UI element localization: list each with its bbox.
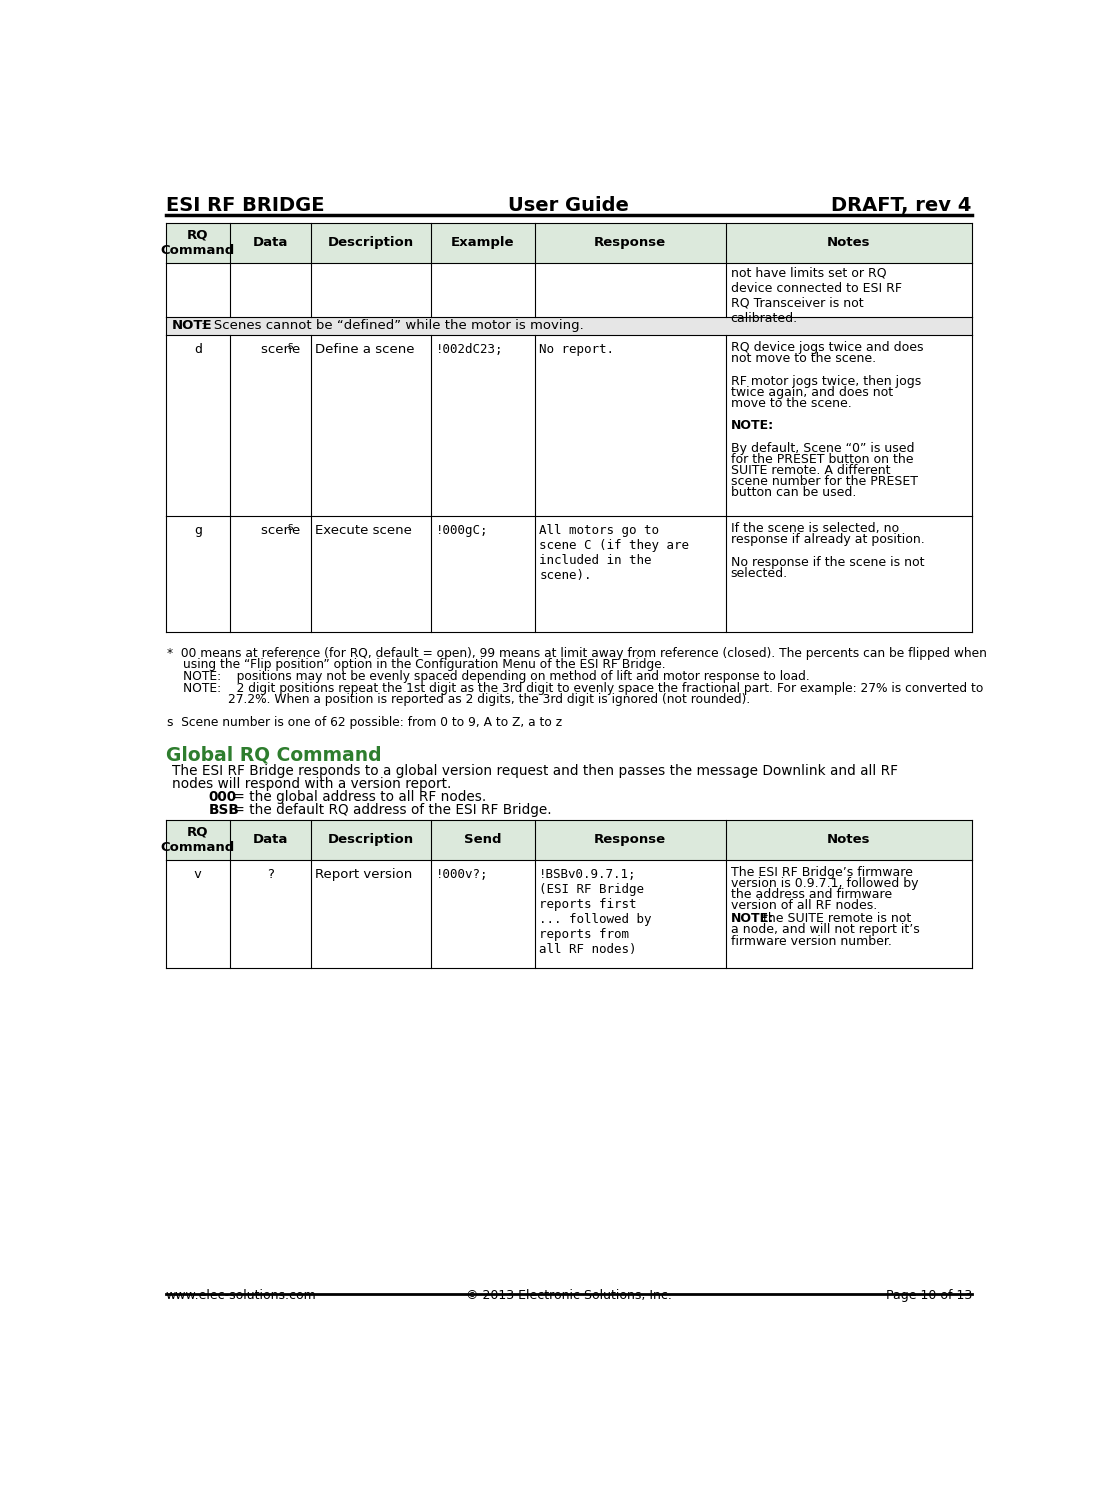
Text: The ESI RF Bridge’s firmware: The ESI RF Bridge’s firmware xyxy=(731,866,913,880)
Text: Page 10 of 13: Page 10 of 13 xyxy=(885,1290,971,1302)
Bar xyxy=(165,317,971,335)
Text: nodes will respond with a version report.: nodes will respond with a version report… xyxy=(172,776,451,791)
Text: Response: Response xyxy=(594,236,667,250)
Text: firmware version number.: firmware version number. xyxy=(731,935,892,947)
Text: Execute scene: Execute scene xyxy=(315,524,413,537)
Text: 000: 000 xyxy=(208,790,236,803)
Text: RQ
Command: RQ Command xyxy=(161,826,235,854)
Text: = the default RQ address of the ESI RF Bridge.: = the default RQ address of the ESI RF B… xyxy=(230,803,552,817)
Text: scene number for the PRESET: scene number for the PRESET xyxy=(731,476,917,488)
Text: Data: Data xyxy=(253,236,288,250)
Text: version of all RF nodes.: version of all RF nodes. xyxy=(731,899,877,913)
Text: NOTE:    positions may not be evenly spaced depending on method of lift and moto: NOTE: positions may not be evenly spaced… xyxy=(183,670,810,684)
Text: button can be used.: button can be used. xyxy=(731,486,856,500)
Text: NOTE:: NOTE: xyxy=(731,419,774,432)
Text: selected.: selected. xyxy=(731,567,787,580)
Text: Notes: Notes xyxy=(827,236,871,250)
Text: Example: Example xyxy=(451,236,515,250)
Text: Global RQ Command: Global RQ Command xyxy=(165,745,381,764)
Text: !000gC;: !000gC; xyxy=(436,524,488,537)
Text: User Guide: User Guide xyxy=(508,196,629,215)
Text: Data: Data xyxy=(253,833,288,847)
Text: scene: scene xyxy=(261,343,305,356)
Text: DRAFT, rev 4: DRAFT, rev 4 xyxy=(832,196,971,215)
Text: for the PRESET button on the: for the PRESET button on the xyxy=(731,453,913,465)
Text: *  00 means at reference (for RQ, default = open), 99 means at limit away from r: * 00 means at reference (for RQ, default… xyxy=(167,646,987,660)
Text: version is 0.9.7.1, followed by: version is 0.9.7.1, followed by xyxy=(731,877,918,890)
Text: SUITE remote. A different: SUITE remote. A different xyxy=(731,464,891,477)
Text: The ESI RF Bridge responds to a global version request and then passes the messa: The ESI RF Bridge responds to a global v… xyxy=(172,763,898,778)
Text: By default, Scene “0” is used: By default, Scene “0” is used xyxy=(731,441,914,455)
Text: No report.: No report. xyxy=(539,343,614,356)
Text: 27.2%. When a position is reported as 2 digits, the 3rd digit is ignored (not ro: 27.2%. When a position is reported as 2 … xyxy=(227,693,750,706)
Text: NOTE:: NOTE: xyxy=(731,913,774,925)
Text: ?: ? xyxy=(267,868,274,881)
Text: Description: Description xyxy=(327,833,414,847)
Text: !002dC23;: !002dC23; xyxy=(436,343,503,356)
Text: Response: Response xyxy=(594,833,667,847)
Text: s: s xyxy=(287,522,293,533)
Text: scene: scene xyxy=(261,524,305,537)
Bar xyxy=(165,820,971,860)
Text: s  Scene number is one of 62 possible: from 0 to 9, A to Z, a to z: s Scene number is one of 62 possible: fr… xyxy=(167,717,562,729)
Text: a node, and will not report it’s: a node, and will not report it’s xyxy=(731,923,919,936)
Text: :  Scenes cannot be “defined” while the motor is moving.: : Scenes cannot be “defined” while the m… xyxy=(202,319,584,332)
Bar xyxy=(165,223,971,263)
Text: v: v xyxy=(194,868,202,881)
Text: Define a scene: Define a scene xyxy=(315,343,415,356)
Text: BSB: BSB xyxy=(208,803,240,817)
Text: s: s xyxy=(287,341,293,352)
Text: twice again, and does not: twice again, and does not xyxy=(731,386,893,399)
Text: www.elec-solutions.com: www.elec-solutions.com xyxy=(165,1290,316,1302)
Text: ESI RF BRIDGE: ESI RF BRIDGE xyxy=(165,196,324,215)
Text: © 2013 Electronic Solutions, Inc.: © 2013 Electronic Solutions, Inc. xyxy=(466,1290,672,1302)
Text: If the scene is selected, no: If the scene is selected, no xyxy=(731,522,898,536)
Text: the SUITE remote is not: the SUITE remote is not xyxy=(760,913,912,925)
Text: d: d xyxy=(194,343,202,356)
Text: All motors go to
scene C (if they are
included in the
scene).: All motors go to scene C (if they are in… xyxy=(539,524,689,582)
Text: using the “Flip position” option in the Configuration Menu of the ESI RF Bridge.: using the “Flip position” option in the … xyxy=(183,658,665,672)
Text: RF motor jogs twice, then jogs: RF motor jogs twice, then jogs xyxy=(731,374,920,387)
Text: Report version: Report version xyxy=(315,868,413,881)
Text: !BSBv0.9.7.1;
(ESI RF Bridge
reports first
... followed by
reports from
all RF n: !BSBv0.9.7.1; (ESI RF Bridge reports fir… xyxy=(539,868,652,956)
Text: move to the scene.: move to the scene. xyxy=(731,396,852,410)
Text: RQ
Command: RQ Command xyxy=(161,229,235,257)
Text: NOTE:    2 digit positions repeat the 1st digit as the 3rd digit to evenly space: NOTE: 2 digit positions repeat the 1st d… xyxy=(183,682,984,694)
Text: Description: Description xyxy=(327,236,414,250)
Text: response if already at position.: response if already at position. xyxy=(731,534,924,546)
Text: NOTE: NOTE xyxy=(172,319,213,332)
Text: No response if the scene is not: No response if the scene is not xyxy=(731,555,924,568)
Text: g: g xyxy=(194,524,202,537)
Text: RQ device jogs twice and does: RQ device jogs twice and does xyxy=(731,341,923,355)
Text: the address and firmware: the address and firmware xyxy=(731,889,892,901)
Text: Notes: Notes xyxy=(827,833,871,847)
Text: Send: Send xyxy=(464,833,501,847)
Text: not have limits set or RQ
device connected to ESI RF
RQ Transceiver is not
calib: not have limits set or RQ device connect… xyxy=(731,266,902,325)
Text: = the global address to all RF nodes.: = the global address to all RF nodes. xyxy=(230,790,487,803)
Text: not move to the scene.: not move to the scene. xyxy=(731,353,876,365)
Text: !000v?;: !000v?; xyxy=(436,868,488,881)
